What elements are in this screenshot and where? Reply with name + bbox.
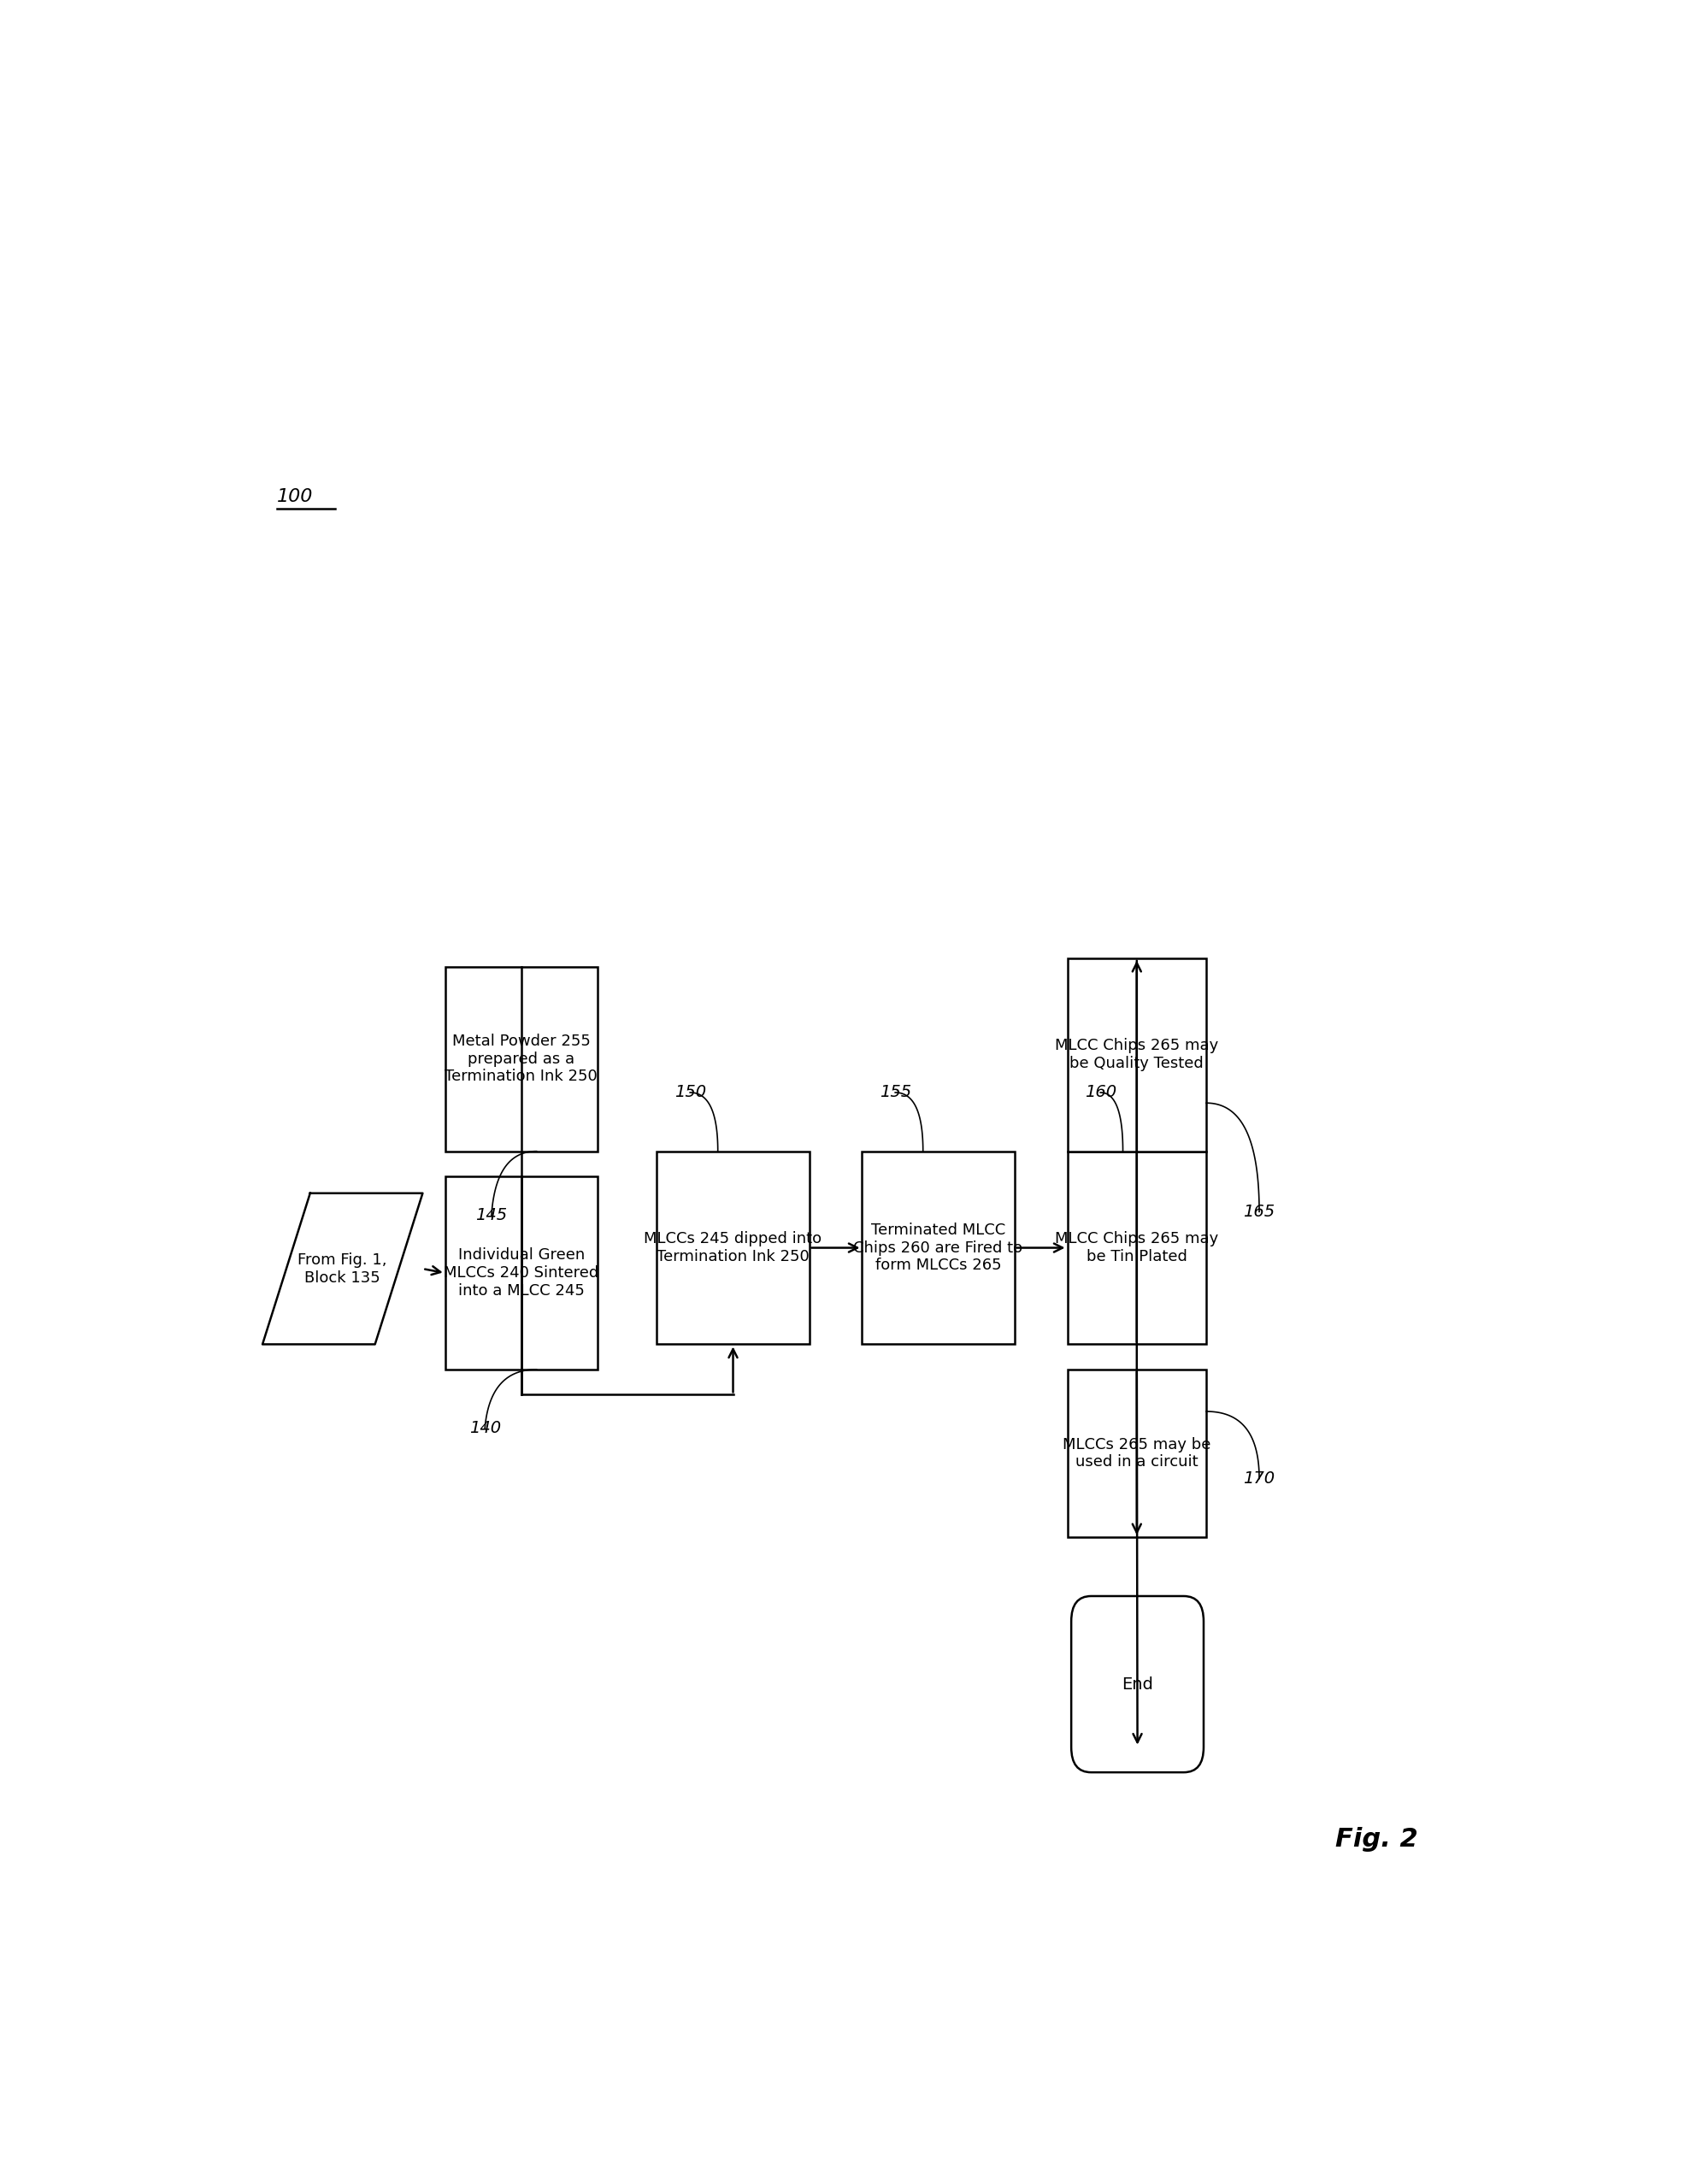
- Polygon shape: [263, 1192, 422, 1345]
- FancyBboxPatch shape: [1068, 1369, 1206, 1537]
- Text: Terminated MLCC
Chips 260 are Fired to
form MLCCs 265: Terminated MLCC Chips 260 are Fired to f…: [854, 1223, 1023, 1273]
- Text: Individual Green
MLCCs 240 Sintered
into a MLCC 245: Individual Green MLCCs 240 Sintered into…: [444, 1247, 600, 1299]
- Text: MLCCs 245 dipped into
Termination Ink 250: MLCCs 245 dipped into Termination Ink 25…: [644, 1232, 822, 1264]
- Text: 100: 100: [277, 488, 313, 506]
- Text: From Fig. 1,
Block 135: From Fig. 1, Block 135: [297, 1251, 388, 1286]
- Text: 155: 155: [880, 1083, 910, 1101]
- FancyBboxPatch shape: [658, 1151, 810, 1345]
- FancyBboxPatch shape: [1071, 1596, 1204, 1772]
- Text: MLCC Chips 265 may
be Quality Tested: MLCC Chips 265 may be Quality Tested: [1056, 1038, 1218, 1070]
- FancyBboxPatch shape: [446, 1177, 598, 1369]
- FancyBboxPatch shape: [1068, 959, 1206, 1151]
- FancyBboxPatch shape: [1068, 1151, 1206, 1345]
- Text: 150: 150: [675, 1083, 705, 1101]
- Text: 145: 145: [475, 1208, 507, 1223]
- FancyBboxPatch shape: [863, 1151, 1015, 1345]
- Text: 165: 165: [1243, 1203, 1276, 1221]
- FancyBboxPatch shape: [446, 966, 598, 1151]
- Text: Metal Powder 255
prepared as a
Termination Ink 250: Metal Powder 255 prepared as a Terminati…: [444, 1033, 598, 1083]
- Text: 140: 140: [470, 1419, 500, 1437]
- Text: MLCC Chips 265 may
be Tin Plated: MLCC Chips 265 may be Tin Plated: [1056, 1232, 1218, 1264]
- Text: End: End: [1122, 1676, 1153, 1692]
- Text: Fig. 2: Fig. 2: [1336, 1827, 1418, 1851]
- Text: MLCCs 265 may be
used in a circuit: MLCCs 265 may be used in a circuit: [1062, 1437, 1211, 1469]
- Text: 170: 170: [1243, 1472, 1276, 1487]
- Text: 160: 160: [1085, 1083, 1117, 1101]
